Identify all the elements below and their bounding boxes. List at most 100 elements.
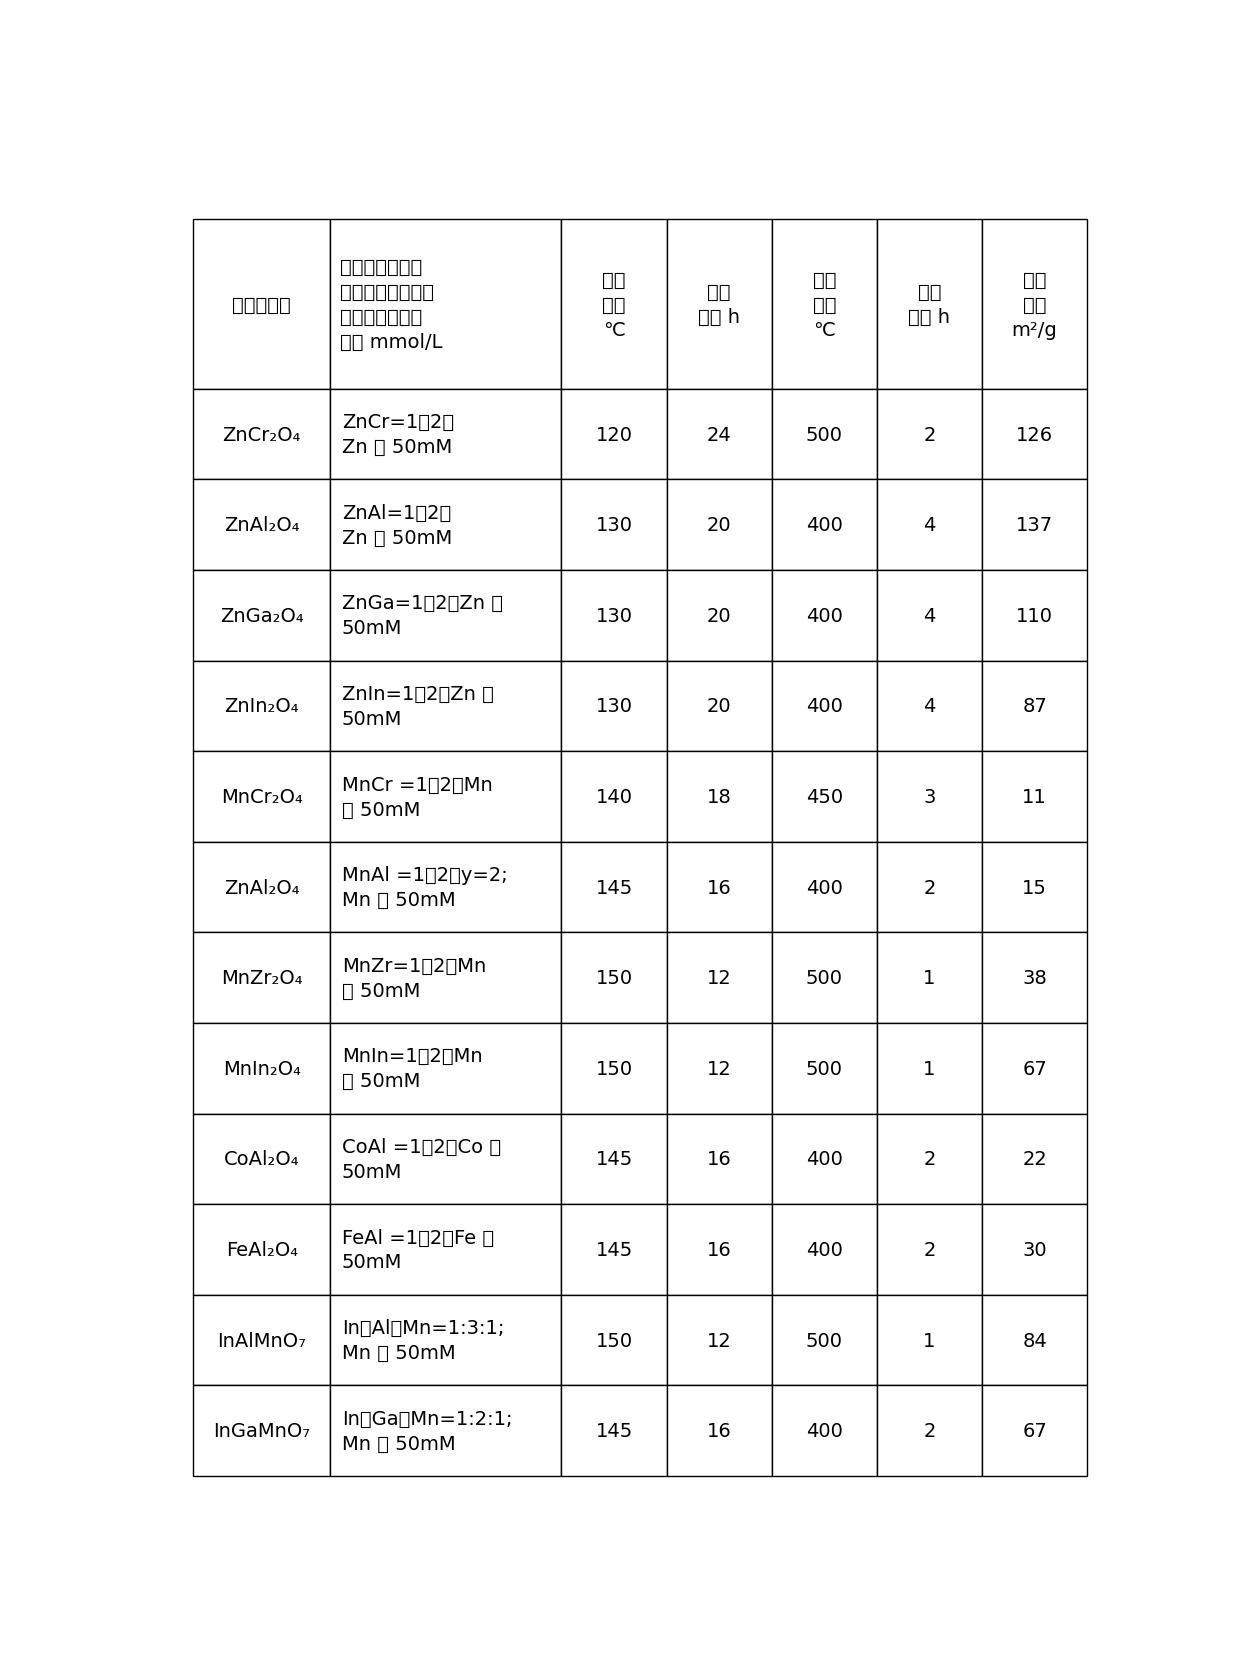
Text: MnZr₂O₄: MnZr₂O₄ (221, 969, 303, 987)
Text: 4: 4 (924, 515, 936, 535)
Text: 比表
面积
m²/g: 比表 面积 m²/g (1012, 271, 1058, 340)
Text: 500: 500 (806, 425, 843, 445)
Text: CoAl =1：2、Co 为
50mM: CoAl =1：2、Co 为 50mM (342, 1138, 501, 1181)
Bar (330, 842, 562, 934)
Bar (877, 1114, 982, 1205)
Bar (877, 751, 982, 842)
Bar (562, 934, 667, 1024)
Bar (667, 1114, 771, 1205)
Bar (562, 661, 667, 751)
Text: ZnAl₂O₄: ZnAl₂O₄ (224, 515, 300, 535)
Text: MnIn₂O₄: MnIn₂O₄ (223, 1059, 301, 1077)
Text: 12: 12 (707, 969, 732, 987)
Bar (877, 390, 982, 480)
Text: 145: 145 (595, 1240, 632, 1260)
Text: 67: 67 (1022, 1059, 1047, 1077)
Bar (982, 570, 1087, 661)
Text: 16: 16 (707, 1422, 732, 1440)
Bar (562, 1205, 667, 1295)
Bar (667, 1385, 771, 1476)
Bar (193, 1385, 330, 1476)
Text: 1: 1 (924, 1330, 936, 1350)
Text: 3: 3 (924, 788, 936, 806)
Text: 145: 145 (595, 1422, 632, 1440)
Bar (771, 480, 877, 570)
Text: 陈化
温度
℃: 陈化 温度 ℃ (603, 271, 626, 340)
Text: 金属元素的投料
比、及其中一种金
属于水中终摩尔
浓度 mmol/L: 金属元素的投料 比、及其中一种金 属于水中终摩尔 浓度 mmol/L (340, 258, 443, 351)
Text: 140: 140 (595, 788, 632, 806)
Text: ZnGa=1：2、Zn 为
50mM: ZnGa=1：2、Zn 为 50mM (342, 594, 502, 637)
Text: 金属氧化物: 金属氧化物 (232, 296, 291, 315)
Text: MnCr₂O₄: MnCr₂O₄ (221, 788, 303, 806)
Text: 16: 16 (707, 1240, 732, 1260)
Bar (877, 842, 982, 934)
Text: ZnCr=1：2、
Zn 为 50mM: ZnCr=1：2、 Zn 为 50mM (342, 413, 454, 457)
Text: 1: 1 (924, 1059, 936, 1077)
Text: 20: 20 (707, 515, 732, 535)
Text: 150: 150 (595, 1059, 632, 1077)
Bar (193, 1205, 330, 1295)
Text: CoAl₂O₄: CoAl₂O₄ (224, 1149, 300, 1169)
Text: 500: 500 (806, 1330, 843, 1350)
Text: 38: 38 (1022, 969, 1047, 987)
Bar (330, 1385, 562, 1476)
Text: 11: 11 (1022, 788, 1047, 806)
Bar (330, 480, 562, 570)
Text: 12: 12 (707, 1330, 732, 1350)
Text: 87: 87 (1022, 698, 1047, 716)
Text: 150: 150 (595, 969, 632, 987)
Bar (771, 390, 877, 480)
Bar (771, 751, 877, 842)
Bar (562, 842, 667, 934)
Bar (982, 751, 1087, 842)
Text: InAlMnO₇: InAlMnO₇ (217, 1330, 306, 1350)
Text: MnIn=1：2、Mn
为 50mM: MnIn=1：2、Mn 为 50mM (342, 1047, 482, 1091)
Bar (330, 934, 562, 1024)
Bar (330, 751, 562, 842)
Bar (330, 570, 562, 661)
Text: 24: 24 (707, 425, 732, 445)
Text: 400: 400 (806, 1240, 843, 1260)
Bar (667, 661, 771, 751)
Text: 500: 500 (806, 1059, 843, 1077)
Text: 4: 4 (924, 698, 936, 716)
Bar (771, 661, 877, 751)
Bar (193, 1295, 330, 1385)
Text: ZnAl=1：2、
Zn 为 50mM: ZnAl=1：2、 Zn 为 50mM (342, 504, 451, 547)
Bar (667, 751, 771, 842)
Bar (667, 842, 771, 934)
Text: 450: 450 (806, 788, 843, 806)
Bar (330, 221, 562, 390)
Bar (982, 480, 1087, 570)
Text: 12: 12 (707, 1059, 732, 1077)
Bar (562, 751, 667, 842)
Bar (877, 934, 982, 1024)
Bar (193, 751, 330, 842)
Text: 20: 20 (707, 698, 732, 716)
Text: 145: 145 (595, 1149, 632, 1169)
Text: 67: 67 (1022, 1422, 1047, 1440)
Text: ZnAl₂O₄: ZnAl₂O₄ (224, 878, 300, 897)
Bar (877, 1385, 982, 1476)
Bar (330, 1205, 562, 1295)
Text: MnAl =1：2、y=2;
Mn 为 50mM: MnAl =1：2、y=2; Mn 为 50mM (342, 865, 507, 910)
Bar (982, 1114, 1087, 1205)
Text: 130: 130 (595, 607, 632, 626)
Bar (982, 1024, 1087, 1114)
Bar (193, 221, 330, 390)
Bar (193, 661, 330, 751)
Bar (667, 1024, 771, 1114)
Text: In：Al：Mn=1:3:1;
Mn 为 50mM: In：Al：Mn=1:3:1; Mn 为 50mM (342, 1318, 503, 1362)
Bar (982, 842, 1087, 934)
Text: 400: 400 (806, 1149, 843, 1169)
Text: 150: 150 (595, 1330, 632, 1350)
Text: 126: 126 (1016, 425, 1053, 445)
Bar (330, 1295, 562, 1385)
Bar (982, 1385, 1087, 1476)
Text: MnCr =1：2、Mn
为 50mM: MnCr =1：2、Mn 为 50mM (342, 775, 492, 820)
Bar (982, 1295, 1087, 1385)
Text: 2: 2 (924, 1422, 936, 1440)
Bar (667, 1295, 771, 1385)
Text: 4: 4 (924, 607, 936, 626)
Bar (330, 1024, 562, 1114)
